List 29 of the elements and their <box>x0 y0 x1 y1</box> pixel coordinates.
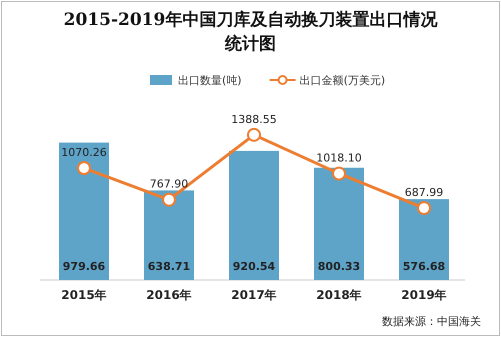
data-label: 920.54 <box>232 260 276 273</box>
data-label: 687.99 <box>404 186 444 200</box>
bar <box>314 168 364 280</box>
data-label: 979.66 <box>62 260 106 273</box>
bar <box>59 142 109 280</box>
data-label: 1388.55 <box>231 112 277 126</box>
x-tick-label: 2017年 <box>231 288 277 302</box>
x-tick-label: 2019年 <box>401 288 447 302</box>
legend-label: 出口数量(吨) <box>178 74 242 87</box>
source-note: 数据来源：中国海关 <box>382 314 481 329</box>
bar <box>144 190 194 280</box>
data-label: 638.71 <box>148 260 190 273</box>
data-label: 1070.26 <box>61 146 107 160</box>
data-label: 576.68 <box>402 260 446 273</box>
point <box>247 128 261 142</box>
point <box>77 161 91 176</box>
point <box>162 192 176 207</box>
data-label: 800.33 <box>318 260 360 273</box>
x-tick-label: 2015年 <box>61 288 107 302</box>
x-tick-label: 2018年 <box>316 288 362 302</box>
point <box>332 166 346 181</box>
point <box>417 201 431 216</box>
legend-label: 出口金额(万美元) <box>300 74 386 87</box>
x-tick-label: 2016年 <box>146 288 192 302</box>
chart-title: 2015-2019年中国刀库及自动换刀装置出口情况统计图 <box>62 9 438 56</box>
data-label: 767.90 <box>150 178 188 191</box>
bar <box>229 150 279 280</box>
data-label: 1018.10 <box>316 152 362 165</box>
bar <box>399 199 449 280</box>
